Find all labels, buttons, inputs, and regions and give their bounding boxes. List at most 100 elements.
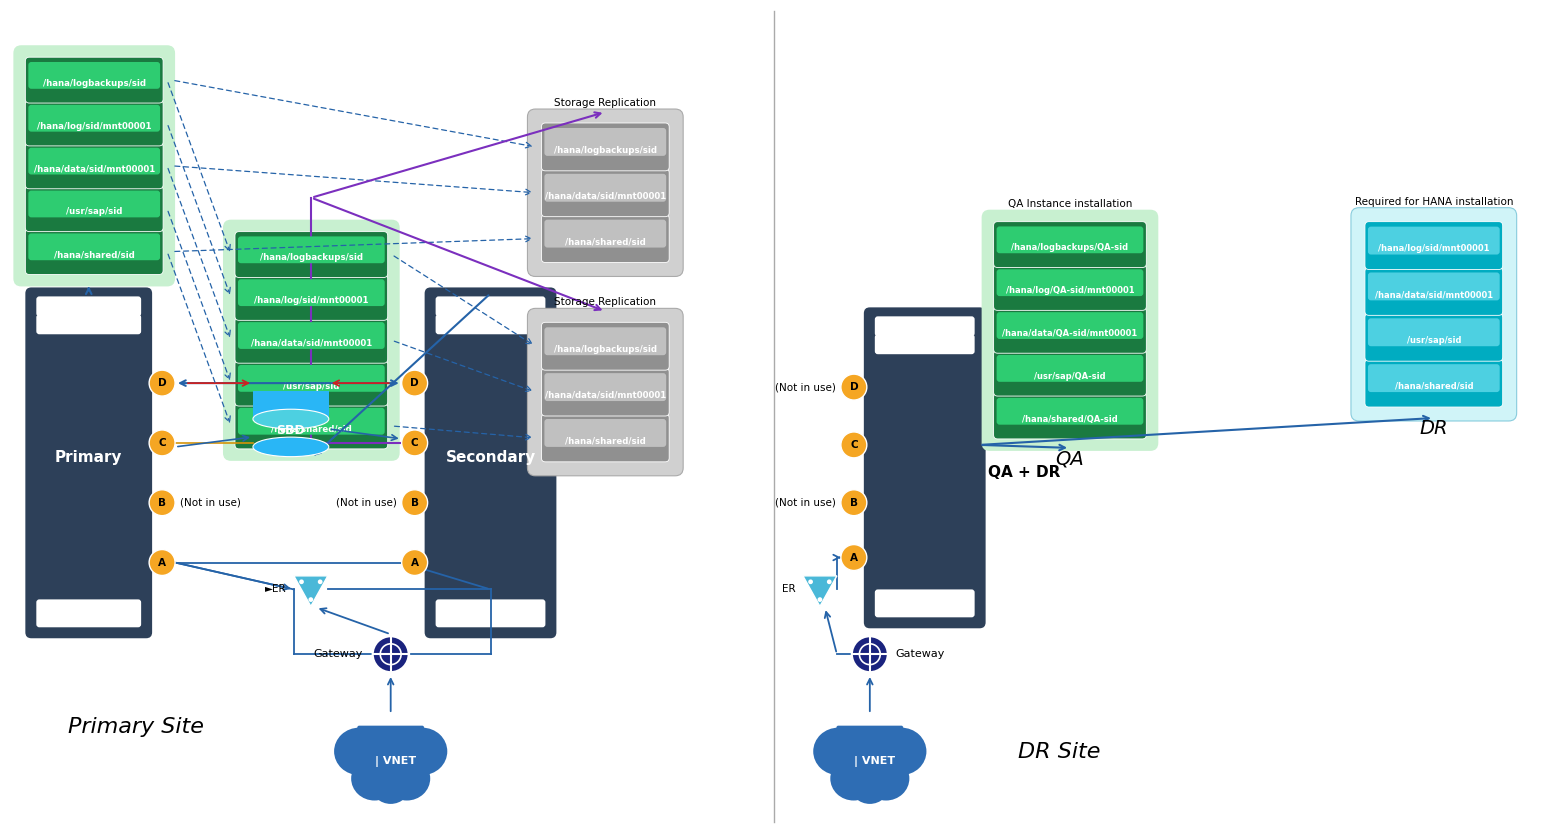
FancyBboxPatch shape: [238, 365, 385, 392]
Circle shape: [841, 490, 867, 516]
Text: ►ER: ►ER: [265, 585, 286, 595]
FancyBboxPatch shape: [997, 398, 1144, 425]
Text: DR: DR: [1420, 420, 1447, 438]
Text: A: A: [850, 552, 858, 562]
Text: /hana/logbackups/sid: /hana/logbackups/sid: [554, 345, 656, 354]
Circle shape: [401, 430, 427, 456]
Text: Required for HANA installation: Required for HANA installation: [1354, 197, 1512, 207]
Circle shape: [308, 597, 313, 602]
Circle shape: [808, 580, 813, 584]
FancyBboxPatch shape: [542, 215, 669, 262]
FancyBboxPatch shape: [435, 314, 545, 334]
FancyBboxPatch shape: [542, 123, 669, 171]
Ellipse shape: [334, 728, 384, 775]
FancyBboxPatch shape: [545, 174, 666, 202]
Text: /hana/data/sid/mnt00001: /hana/data/sid/mnt00001: [545, 192, 666, 201]
FancyBboxPatch shape: [545, 220, 666, 247]
Text: /usr/sap/sid: /usr/sap/sid: [283, 382, 339, 391]
Circle shape: [149, 550, 175, 576]
Ellipse shape: [813, 728, 864, 775]
Text: D: D: [850, 382, 858, 392]
FancyBboxPatch shape: [997, 312, 1144, 339]
Text: /hana/shared/sid: /hana/shared/sid: [565, 237, 646, 247]
FancyBboxPatch shape: [545, 419, 666, 446]
Text: /hana/logbackups/sid: /hana/logbackups/sid: [43, 78, 146, 87]
FancyBboxPatch shape: [1368, 318, 1500, 347]
Text: /hana/shared/sid: /hana/shared/sid: [54, 250, 135, 259]
Text: (Not in use): (Not in use): [336, 497, 396, 507]
FancyBboxPatch shape: [28, 191, 159, 217]
Text: /hana/logbackups/QA-sid: /hana/logbackups/QA-sid: [1011, 243, 1128, 252]
Text: /usr/sap/QA-sid: /usr/sap/QA-sid: [1034, 372, 1105, 381]
FancyBboxPatch shape: [435, 600, 545, 627]
FancyBboxPatch shape: [542, 322, 669, 370]
Ellipse shape: [876, 728, 926, 775]
FancyBboxPatch shape: [424, 287, 556, 638]
Text: /hana/data/sid/mnt00001: /hana/data/sid/mnt00001: [545, 391, 666, 400]
FancyBboxPatch shape: [238, 279, 385, 306]
Text: B: B: [410, 497, 418, 507]
FancyBboxPatch shape: [435, 297, 545, 317]
FancyBboxPatch shape: [545, 327, 666, 355]
Text: /hana/log/sid/mnt00001: /hana/log/sid/mnt00001: [1378, 244, 1489, 253]
Text: C: C: [410, 438, 418, 448]
Bar: [252, 391, 328, 419]
Text: Storage Replication: Storage Replication: [554, 297, 656, 307]
Text: QA Instance installation: QA Instance installation: [1008, 199, 1132, 209]
FancyBboxPatch shape: [542, 368, 669, 416]
FancyBboxPatch shape: [545, 373, 666, 401]
Text: /hana/log/sid/mnt00001: /hana/log/sid/mnt00001: [254, 296, 368, 305]
Circle shape: [401, 550, 427, 576]
FancyBboxPatch shape: [25, 57, 163, 103]
Text: (Not in use): (Not in use): [776, 382, 836, 392]
FancyBboxPatch shape: [36, 314, 141, 334]
Polygon shape: [294, 576, 328, 606]
Circle shape: [299, 580, 303, 584]
FancyBboxPatch shape: [1365, 267, 1503, 316]
Text: (Not in use): (Not in use): [180, 497, 241, 507]
FancyBboxPatch shape: [875, 334, 975, 354]
FancyBboxPatch shape: [994, 265, 1147, 311]
FancyBboxPatch shape: [25, 287, 152, 638]
Text: D: D: [410, 378, 420, 388]
FancyBboxPatch shape: [25, 228, 163, 275]
Circle shape: [373, 636, 409, 672]
Text: | VNET: | VNET: [375, 756, 416, 767]
Text: Primary: Primary: [56, 451, 122, 466]
FancyBboxPatch shape: [875, 317, 975, 337]
FancyBboxPatch shape: [528, 109, 683, 277]
FancyBboxPatch shape: [994, 393, 1147, 439]
Text: /hana/shared/sid: /hana/shared/sid: [565, 436, 646, 446]
Circle shape: [317, 580, 322, 584]
Circle shape: [401, 370, 427, 396]
Circle shape: [149, 490, 175, 516]
FancyBboxPatch shape: [28, 105, 159, 132]
FancyBboxPatch shape: [1365, 359, 1503, 407]
Text: Secondary: Secondary: [446, 451, 536, 466]
Circle shape: [817, 597, 822, 602]
FancyBboxPatch shape: [542, 169, 669, 217]
Ellipse shape: [356, 728, 424, 792]
FancyBboxPatch shape: [36, 600, 141, 627]
Polygon shape: [803, 576, 837, 606]
FancyBboxPatch shape: [997, 355, 1144, 382]
Ellipse shape: [396, 728, 447, 775]
Circle shape: [841, 374, 867, 400]
Ellipse shape: [351, 756, 398, 801]
Text: /hana/data/sid/mnt00001: /hana/data/sid/mnt00001: [1375, 290, 1492, 299]
FancyBboxPatch shape: [25, 143, 163, 189]
FancyBboxPatch shape: [1368, 272, 1500, 301]
Circle shape: [851, 636, 889, 672]
Text: /usr/sap/sid: /usr/sap/sid: [67, 207, 122, 217]
Text: /usr/sap/sid: /usr/sap/sid: [1407, 336, 1461, 345]
FancyBboxPatch shape: [1368, 364, 1500, 392]
Ellipse shape: [372, 766, 410, 804]
Text: /hana/data/QA-sid/mnt00001: /hana/data/QA-sid/mnt00001: [1003, 329, 1138, 338]
Text: B: B: [850, 497, 858, 507]
FancyBboxPatch shape: [864, 307, 986, 628]
Text: SBD: SBD: [277, 425, 305, 437]
Circle shape: [401, 490, 427, 516]
FancyBboxPatch shape: [981, 210, 1158, 451]
Text: QA + DR: QA + DR: [988, 466, 1060, 481]
Text: (Not in use): (Not in use): [776, 497, 836, 507]
